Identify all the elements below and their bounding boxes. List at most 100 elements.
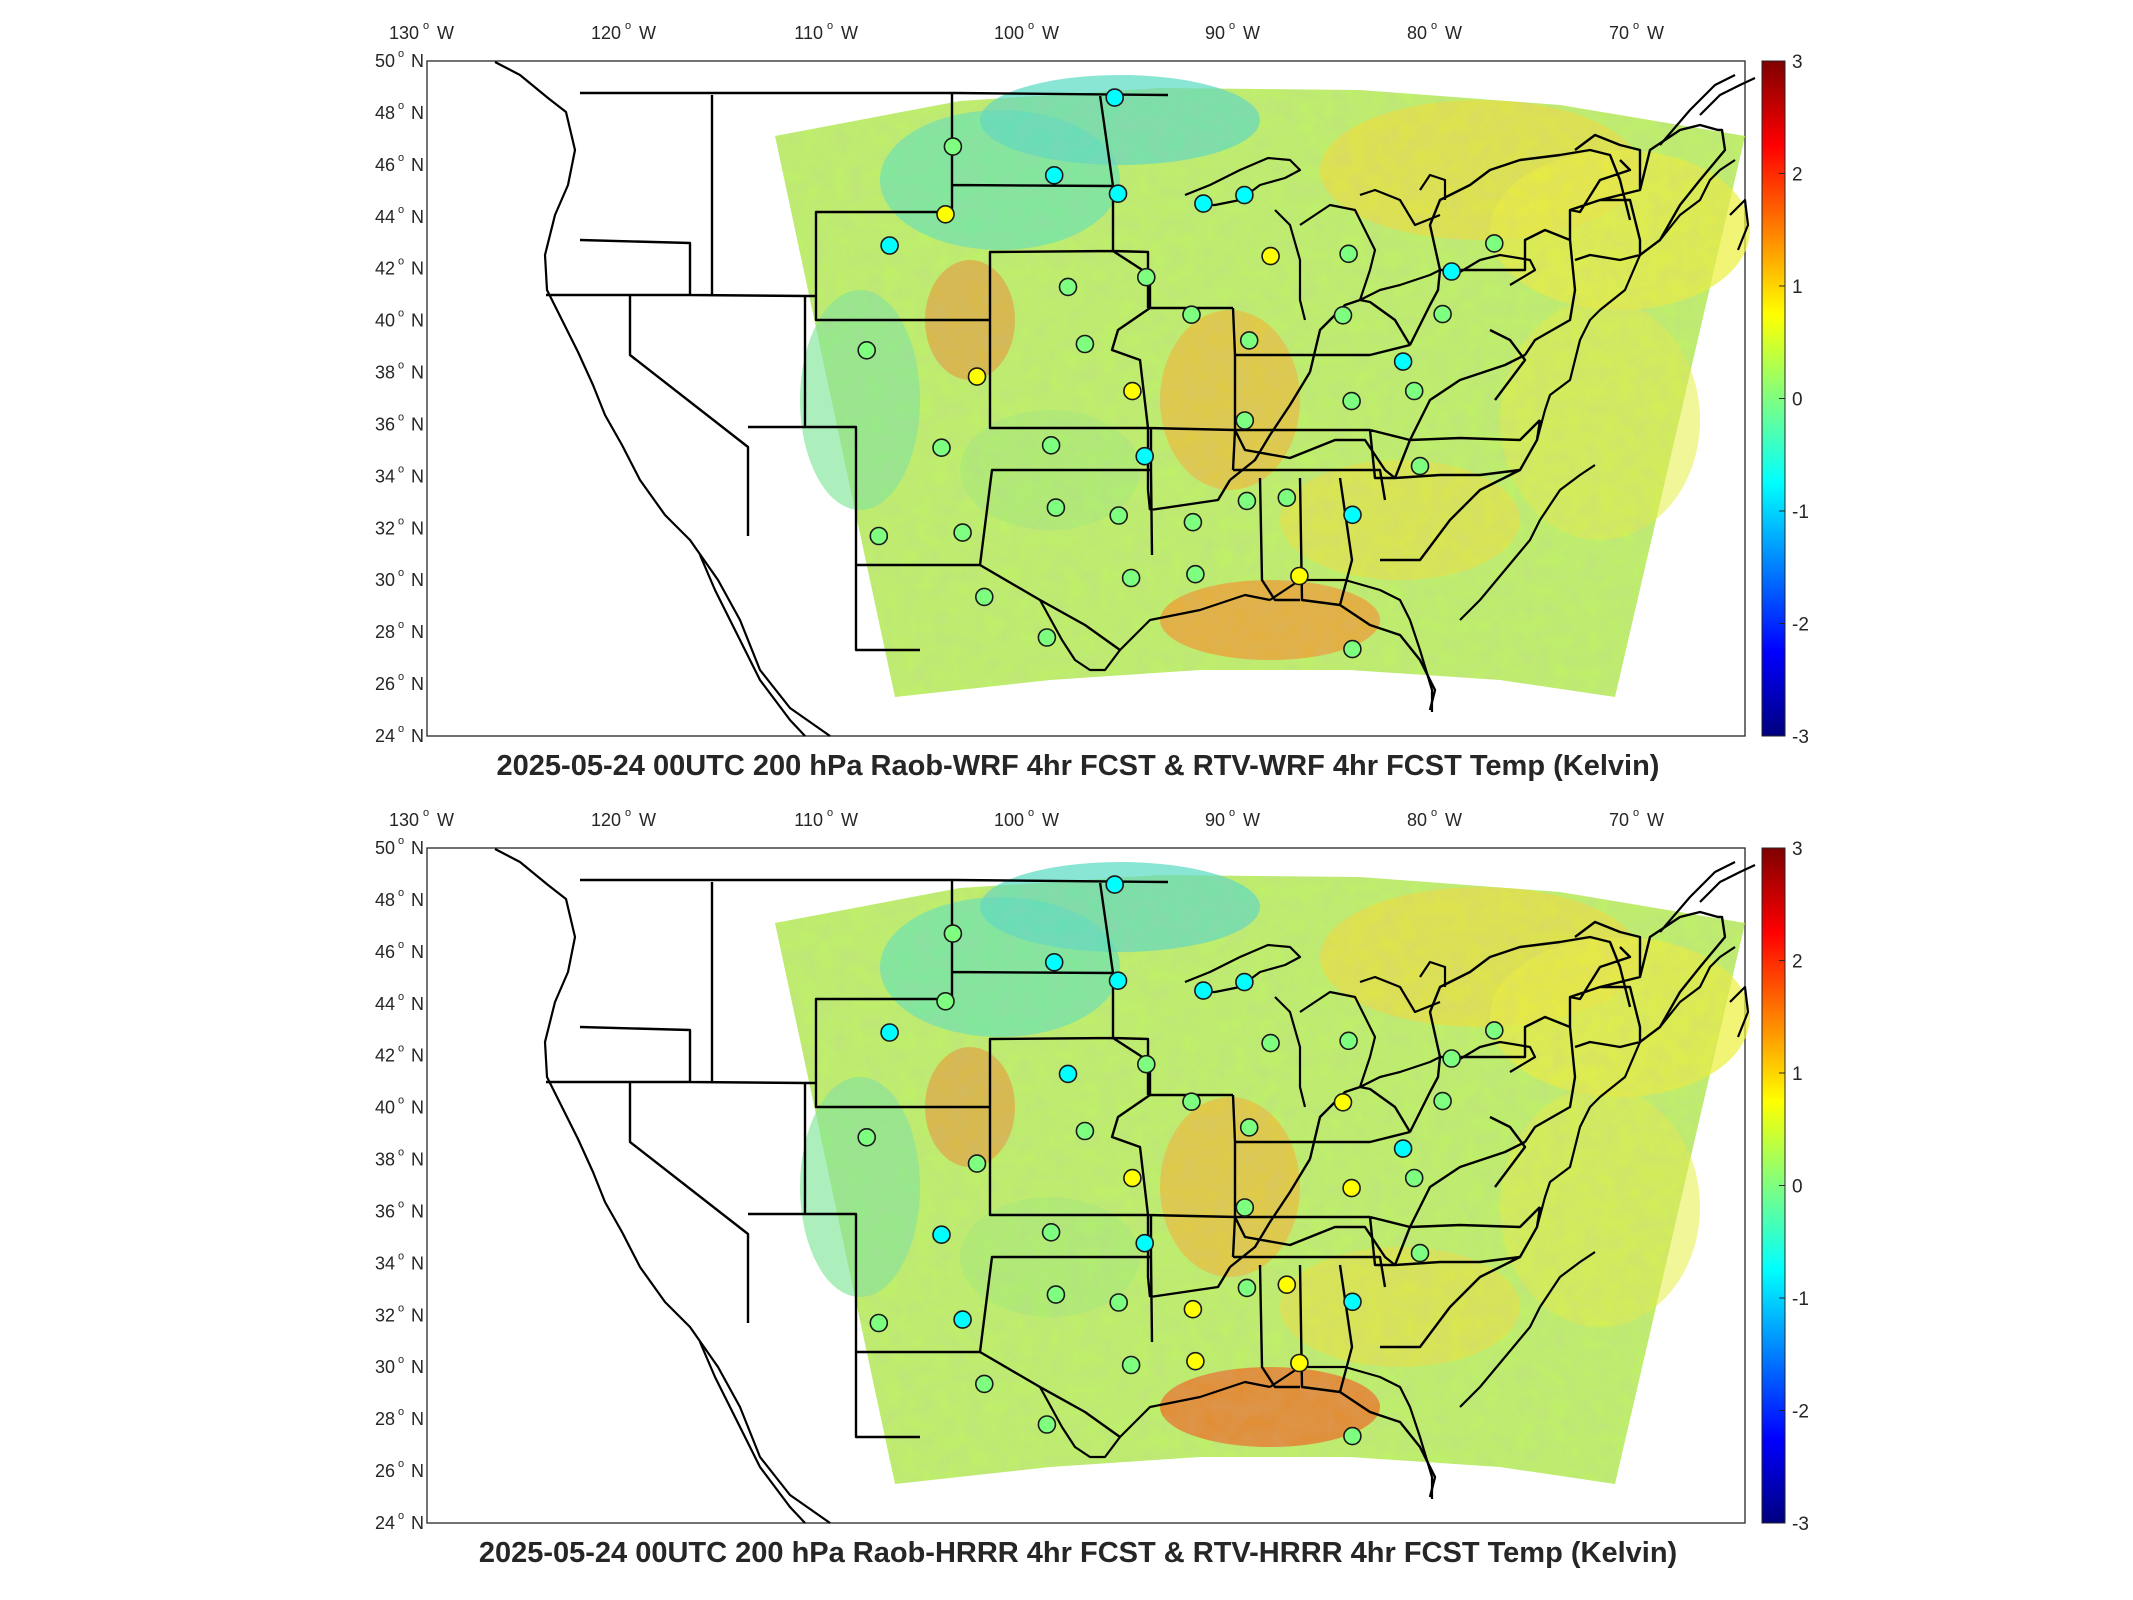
colorbar-tick-label: 3: [1792, 839, 1803, 860]
raob-station-marker: [1182, 1092, 1201, 1111]
lon-tick-value: 80: [1407, 23, 1427, 43]
lat-tick: 36 o N: [375, 411, 424, 434]
lon-tick: 100 o W: [994, 807, 1059, 830]
lat-tick: 34 o N: [375, 463, 424, 486]
lat-tick-value: 32: [375, 1305, 395, 1325]
lat-tick: 48 o N: [375, 100, 424, 123]
colorbar-tick-label: 2: [1792, 952, 1803, 973]
lat-tick: 28 o N: [375, 1406, 424, 1429]
lon-tick-hemisphere: W: [1445, 23, 1462, 43]
raob-station-marker: [1393, 352, 1413, 371]
lat-tick-value: 42: [375, 1046, 395, 1066]
lon-tick-value: 130: [389, 810, 419, 830]
degree-symbol: o: [827, 807, 833, 819]
colorbar-tick: 1: [1779, 277, 1803, 298]
raob-station-marker: [1333, 1093, 1353, 1112]
degree-symbol: o: [1633, 807, 1639, 819]
raob-station-marker: [1239, 331, 1259, 350]
raob-station-marker: [1277, 488, 1297, 508]
raob-station-marker: [857, 340, 877, 360]
lat-tick-hemisphere: N: [411, 259, 424, 279]
lat-tick-labels: 50 o N48 o N46 o N44 o N42 o N40 o N38 o N36 o N34 o N32 o N…: [375, 48, 424, 746]
lat-tick-hemisphere: N: [411, 1357, 424, 1377]
degree-symbol: o: [398, 619, 404, 631]
baja-coastline: [698, 1341, 806, 1524]
raob-station-marker: [1046, 498, 1066, 517]
raob-station-marker: [1235, 1198, 1255, 1217]
map-panel-bottom: 130 o W 120 o W 110 o W 100 o W 90 o W 80 o W 70 o W 50 o N48 o…: [375, 807, 1756, 1569]
raob-station-marker: [1108, 971, 1128, 991]
lon-tick: 70 o W: [1609, 20, 1664, 43]
degree-symbol: o: [423, 20, 429, 32]
pacific-coastline: [494, 61, 831, 737]
raob-station-marker: [1343, 1292, 1362, 1312]
raob-station-marker: [1442, 1049, 1461, 1068]
raob-station-marker: [1410, 1243, 1430, 1263]
raob-station-marker: [880, 236, 899, 255]
lat-tick-hemisphere: N: [411, 838, 424, 858]
degree-symbol: o: [398, 1302, 404, 1314]
colorbar-ticks: 3 2 1 0 -1 -2 -3: [1779, 839, 1809, 1535]
lat-tick-hemisphere: N: [411, 570, 424, 590]
lat-tick-value: 42: [375, 259, 395, 279]
lon-tick: 110 o W: [794, 20, 858, 43]
lon-tick-value: 110: [794, 810, 823, 830]
colorbar-tick-label: 1: [1792, 1064, 1803, 1085]
atlantic-coastline: [1535, 946, 1736, 1228]
forecast-domain-field: [775, 862, 1750, 1484]
lat-tick-value: 30: [375, 1357, 395, 1377]
lat-tick-value: 48: [375, 890, 395, 910]
lat-tick-hemisphere: N: [411, 518, 424, 538]
colorbar-tick-label: -3: [1792, 727, 1809, 748]
raob-station-marker: [1485, 1021, 1504, 1040]
lon-tick-hemisphere: W: [1647, 23, 1664, 43]
lat-tick: 38 o N: [375, 1147, 424, 1170]
raob-station-marker: [1137, 1054, 1156, 1074]
degree-symbol: o: [398, 835, 404, 847]
lat-tick-hemisphere: N: [411, 1305, 424, 1325]
raob-station-marker: [869, 1313, 889, 1333]
lat-tick-hemisphere: N: [411, 674, 424, 694]
lat-tick: 44 o N: [375, 204, 424, 227]
colorbar-tick: 0: [1779, 390, 1803, 411]
lon-tick-hemisphere: W: [1042, 810, 1059, 830]
atlantic-coastline: [1535, 159, 1736, 441]
degree-symbol: o: [398, 1095, 404, 1107]
lon-tick-value: 120: [591, 23, 621, 43]
lon-tick-value: 120: [591, 810, 621, 830]
raob-station-marker: [1194, 194, 1213, 213]
lat-tick-hemisphere: N: [411, 890, 424, 910]
raob-station-marker: [1186, 564, 1205, 584]
raob-stations: [857, 88, 1504, 659]
raob-station-marker: [1343, 505, 1362, 525]
raob-station-marker: [1046, 1285, 1066, 1304]
lat-tick: 26 o N: [375, 1458, 424, 1481]
lat-tick-value: 24: [375, 726, 395, 746]
raob-station-marker: [1182, 305, 1201, 325]
degree-symbol: o: [398, 1147, 404, 1159]
lat-tick-hemisphere: N: [411, 942, 424, 962]
lat-tick-value: 24: [375, 1513, 395, 1533]
raob-station-marker: [1237, 491, 1257, 511]
canadian-coastline: [1659, 74, 1756, 251]
degree-symbol: o: [827, 20, 833, 32]
colorbar-tick-label: 3: [1792, 52, 1803, 73]
raob-station-marker: [1183, 512, 1203, 532]
lat-tick-value: 30: [375, 570, 395, 590]
raob-station-marker: [1261, 1033, 1280, 1053]
canadian-coastline: [1659, 861, 1756, 1038]
raob-station-marker: [1239, 1118, 1259, 1137]
lon-tick-hemisphere: W: [437, 23, 454, 43]
degree-symbol: o: [1229, 807, 1235, 819]
colorbar-tick: 2: [1779, 952, 1803, 973]
raob-station-marker: [1123, 381, 1142, 401]
degree-symbol: o: [398, 1510, 404, 1522]
lat-tick: 50 o N: [375, 48, 424, 71]
lat-tick: 26 o N: [375, 671, 424, 694]
lat-tick: 50 o N: [375, 835, 424, 858]
raob-station-marker: [943, 924, 963, 943]
raob-station-marker: [1058, 1064, 1078, 1084]
coastline-and-state-borders: [494, 848, 1756, 1524]
raob-station-marker: [967, 367, 987, 386]
colorbar-ticks: 3 2 1 0 -1 -2 -3: [1779, 52, 1809, 748]
